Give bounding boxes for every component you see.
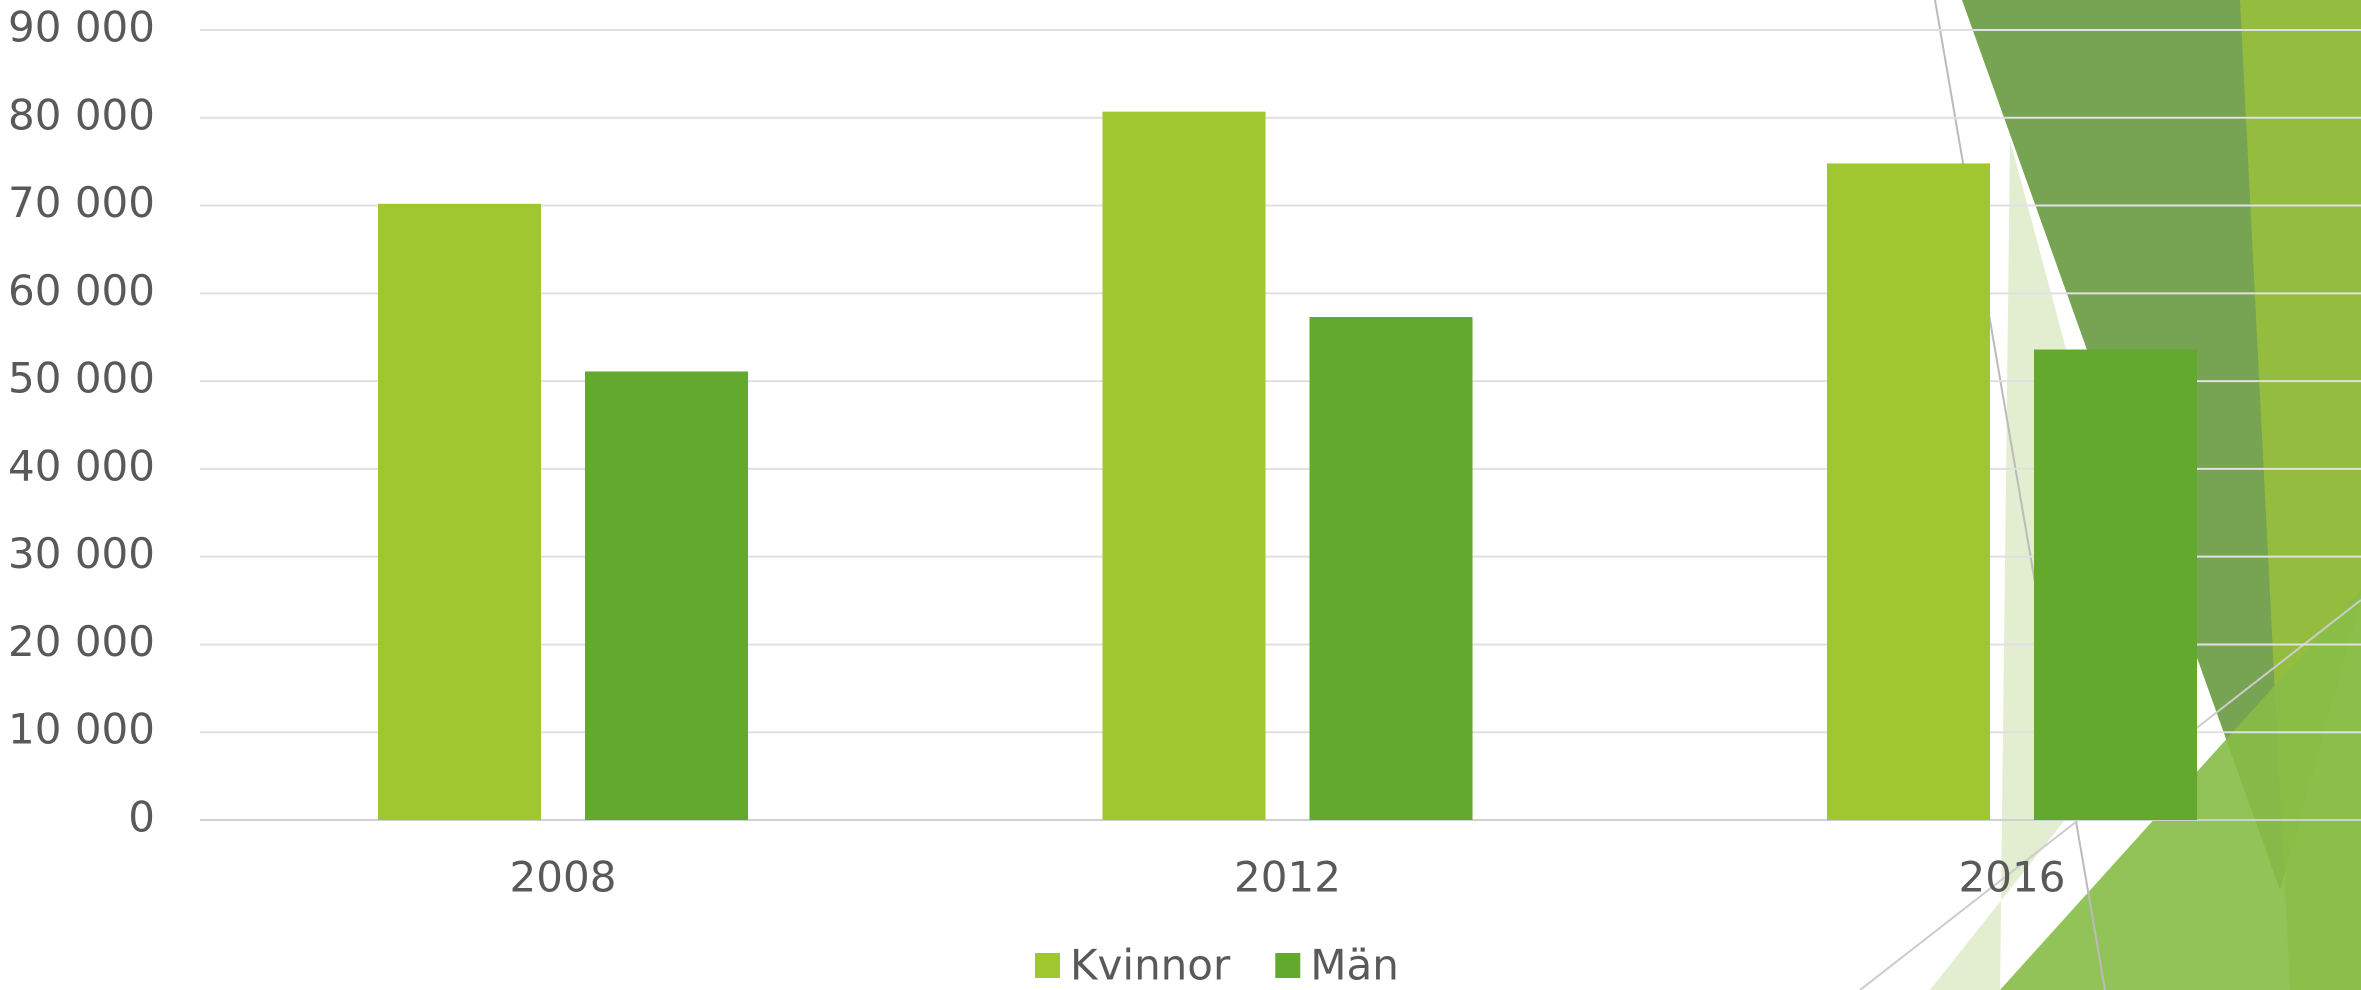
legend-swatch	[1275, 953, 1301, 978]
y-tick-label: 20 000	[8, 617, 155, 666]
bar	[1309, 317, 1473, 820]
x-tick-label: 2012	[1234, 853, 1341, 902]
y-tick-label: 60 000	[8, 266, 155, 315]
y-tick-label: 0	[128, 793, 155, 842]
legend-label: Män	[1310, 941, 1399, 990]
y-tick-label: 80 000	[8, 90, 155, 139]
y-tick-label: 50 000	[8, 354, 155, 403]
y-tick-label: 10 000	[8, 705, 155, 754]
x-tick-label: 2008	[510, 853, 617, 902]
bar	[1827, 163, 1990, 820]
bar	[1102, 111, 1266, 821]
y-tick-label: 40 000	[8, 441, 155, 490]
y-tick-label: 70 000	[8, 178, 155, 227]
bar	[2034, 349, 2197, 820]
y-tick-label: 30 000	[8, 529, 155, 578]
bar	[585, 371, 748, 820]
legend-label: Kvinnor	[1070, 941, 1231, 990]
y-tick-label: 90 000	[8, 3, 155, 52]
legend-swatch	[1035, 953, 1060, 978]
bar	[378, 203, 541, 821]
x-tick-label: 2016	[1959, 853, 2066, 902]
